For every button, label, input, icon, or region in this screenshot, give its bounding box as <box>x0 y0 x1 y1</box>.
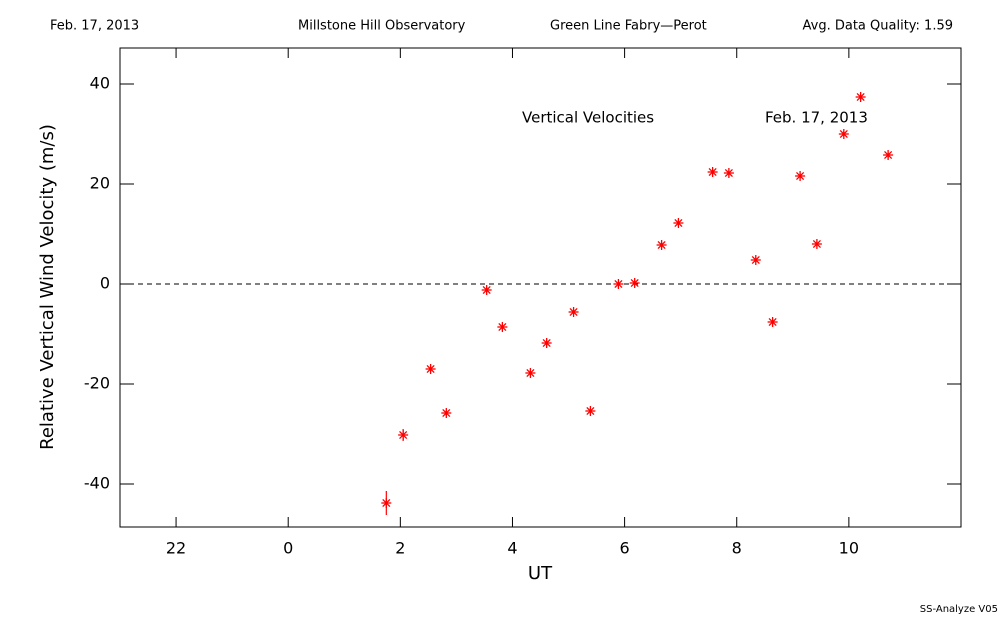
point <box>750 255 761 265</box>
point <box>613 279 624 289</box>
x-tick-label: 0 <box>283 539 293 558</box>
point <box>707 167 718 177</box>
header-observatory: Millstone Hill Observatory <box>298 19 466 34</box>
footer: SS-Analyze V05 <box>920 604 998 615</box>
y-tick-label: 40 <box>90 74 110 93</box>
header-quality: Avg. Data Quality: 1.59 <box>803 19 953 34</box>
header-date: Feb. 17, 2013 <box>50 19 139 34</box>
point <box>398 430 409 440</box>
point <box>441 408 452 418</box>
x-tick-label: 8 <box>732 539 742 558</box>
x-tick-label: 6 <box>620 539 630 558</box>
point <box>855 92 866 102</box>
point <box>673 218 684 228</box>
point <box>585 406 596 416</box>
annotation: Vertical Velocities <box>522 109 654 127</box>
point <box>883 150 894 160</box>
point <box>481 285 492 295</box>
point <box>629 278 640 288</box>
point <box>838 129 849 139</box>
point <box>568 307 579 317</box>
y-tick-label: 0 <box>100 274 110 293</box>
header-instrument: Green Line Fabry—Perot <box>550 19 707 34</box>
y-tick-label: -40 <box>84 474 110 493</box>
annotation: Feb. 17, 2013 <box>765 109 868 127</box>
point <box>541 338 552 348</box>
x-tick-label: 2 <box>395 539 405 558</box>
y-tick-label: -20 <box>84 374 110 393</box>
y-tick-label: 20 <box>90 174 110 193</box>
point <box>497 322 508 332</box>
point <box>381 498 392 508</box>
point <box>425 364 436 374</box>
point <box>795 171 806 181</box>
x-tick-label: 10 <box>839 539 859 558</box>
point <box>525 368 536 378</box>
point <box>723 168 734 178</box>
point <box>656 240 667 250</box>
x-axis-label: UT <box>528 563 553 584</box>
x-tick-label: 22 <box>166 539 186 558</box>
point <box>811 239 822 249</box>
x-tick-label: 4 <box>507 539 517 558</box>
plot-frame <box>119 47 962 528</box>
y-axis-label: Relative Vertical Wind Velocity (m/s) <box>37 124 58 450</box>
point <box>767 317 778 327</box>
